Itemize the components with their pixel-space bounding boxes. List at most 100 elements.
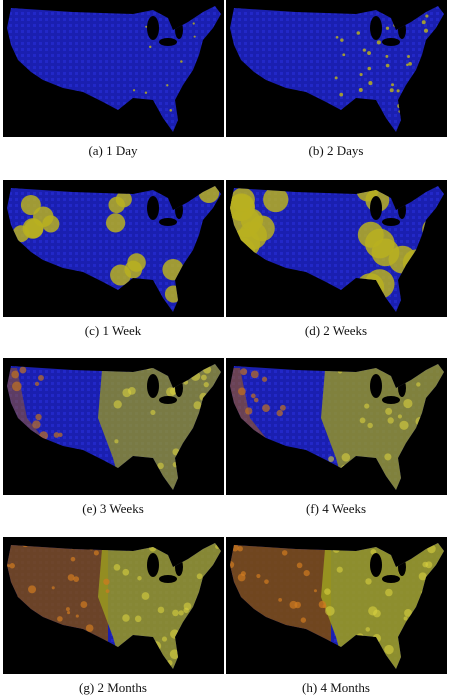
lake bbox=[159, 38, 177, 46]
caption: (g) 2 Months bbox=[79, 680, 147, 695]
outbreak bbox=[33, 206, 54, 227]
hotspot bbox=[262, 404, 270, 413]
hotspot bbox=[103, 578, 110, 585]
spread-coast bbox=[230, 368, 266, 444]
map-panel: (b) 2 Days bbox=[226, 0, 447, 158]
hotspot bbox=[278, 598, 283, 602]
hotspot bbox=[289, 600, 298, 609]
hotspot bbox=[150, 409, 156, 415]
hotspot bbox=[35, 413, 42, 421]
outbreak bbox=[376, 40, 381, 45]
outbreak bbox=[385, 63, 390, 68]
hotspot bbox=[336, 566, 343, 573]
hotspot bbox=[137, 576, 142, 581]
hotspot bbox=[385, 407, 393, 415]
hotspot bbox=[365, 627, 371, 632]
hotspot bbox=[203, 381, 209, 388]
hotspot bbox=[322, 604, 327, 609]
hotspot bbox=[85, 624, 94, 632]
lake bbox=[370, 553, 382, 577]
hotspot bbox=[384, 453, 392, 461]
outbreak bbox=[105, 213, 126, 233]
hotspot bbox=[313, 589, 317, 593]
caption: (b) 2 Days bbox=[309, 143, 364, 158]
hotspot bbox=[38, 374, 44, 381]
hotspot bbox=[32, 420, 41, 429]
outbreak bbox=[110, 264, 131, 286]
outbreak bbox=[389, 88, 394, 93]
hotspot bbox=[53, 432, 60, 438]
outbreak bbox=[230, 187, 255, 212]
hotspot bbox=[237, 545, 243, 552]
hotspot bbox=[230, 561, 235, 569]
outbreak bbox=[358, 88, 363, 93]
hotspot bbox=[238, 387, 246, 396]
hotspot bbox=[425, 561, 433, 569]
hotspot bbox=[34, 381, 40, 387]
hotspot bbox=[51, 586, 55, 590]
hotspot bbox=[172, 609, 179, 617]
hotspot bbox=[256, 573, 261, 579]
hotspot bbox=[157, 462, 164, 470]
hotspot bbox=[385, 588, 393, 597]
outbreak bbox=[132, 89, 136, 92]
lake bbox=[382, 218, 400, 226]
outbreak bbox=[425, 14, 429, 18]
caption: (c) 1 Week bbox=[85, 323, 142, 338]
hotspot bbox=[193, 401, 202, 410]
outbreak bbox=[367, 66, 372, 71]
hotspot bbox=[75, 614, 79, 618]
hotspot bbox=[403, 616, 408, 621]
hotspot bbox=[384, 644, 394, 655]
outbreak bbox=[127, 253, 146, 272]
outbreak bbox=[342, 53, 346, 57]
outbreak bbox=[334, 76, 338, 80]
hotspot bbox=[367, 422, 373, 429]
outbreak bbox=[385, 54, 389, 58]
outbreak bbox=[166, 84, 169, 87]
outbreak bbox=[356, 31, 361, 35]
lake bbox=[159, 575, 177, 583]
outbreak bbox=[406, 63, 409, 67]
hotspot bbox=[364, 403, 370, 409]
hotspot bbox=[178, 610, 184, 616]
outbreak bbox=[180, 60, 183, 63]
map-panel: (f) 4 Weeks bbox=[226, 358, 447, 516]
lake bbox=[147, 16, 159, 40]
hotspot bbox=[134, 615, 142, 623]
outbreak bbox=[367, 51, 371, 55]
hotspot bbox=[397, 414, 403, 419]
outbreak bbox=[169, 109, 173, 112]
hotspot bbox=[93, 550, 99, 556]
hotspot bbox=[122, 614, 130, 622]
map-panel: (g) 2 Months bbox=[3, 537, 224, 695]
hotspot bbox=[373, 609, 381, 618]
hotspot bbox=[161, 636, 168, 642]
lake bbox=[370, 374, 382, 398]
hotspot bbox=[399, 420, 409, 430]
outbreak bbox=[359, 72, 363, 77]
hotspot bbox=[73, 576, 80, 583]
outbreak bbox=[115, 191, 132, 208]
outbreak bbox=[396, 89, 400, 93]
outbreak bbox=[364, 228, 395, 259]
hotspot bbox=[300, 617, 307, 623]
caption: (d) 2 Weeks bbox=[305, 323, 367, 338]
lake bbox=[370, 196, 382, 220]
hotspot bbox=[387, 417, 394, 424]
hotspot bbox=[328, 456, 335, 462]
hotspot bbox=[250, 370, 259, 379]
hotspot bbox=[418, 572, 427, 581]
hotspot bbox=[58, 432, 63, 438]
hotspot bbox=[12, 381, 22, 392]
hotspot bbox=[253, 397, 259, 403]
lake bbox=[147, 196, 159, 220]
outbreak bbox=[335, 35, 339, 39]
outbreak bbox=[339, 92, 344, 97]
caption: (f) 4 Weeks bbox=[306, 501, 366, 516]
hotspot bbox=[157, 606, 165, 614]
hotspot bbox=[303, 569, 310, 577]
hotspot bbox=[67, 611, 71, 615]
hotspot bbox=[404, 609, 412, 617]
